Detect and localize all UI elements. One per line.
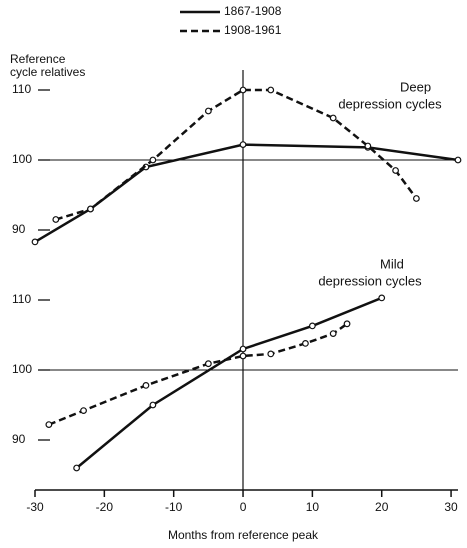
point bbox=[343, 320, 351, 328]
y-axis-label: cycle relatives bbox=[10, 65, 85, 79]
y-tick-label: 90 bbox=[12, 432, 26, 446]
point bbox=[204, 360, 212, 368]
series-line bbox=[48, 322, 348, 426]
annotation: depression cycles bbox=[318, 273, 422, 288]
point bbox=[302, 340, 309, 347]
x-tick-label: 0 bbox=[240, 500, 247, 514]
y-tick-label: 100 bbox=[12, 152, 32, 166]
point bbox=[142, 382, 150, 389]
point bbox=[239, 352, 247, 360]
annotation: depression cycles bbox=[338, 96, 442, 111]
point bbox=[329, 114, 337, 122]
annotation: Mild bbox=[380, 256, 404, 271]
x-tick-label: 10 bbox=[306, 500, 320, 514]
point bbox=[73, 464, 81, 472]
legend-label: 1908-1961 bbox=[224, 23, 282, 37]
y-tick-label: 110 bbox=[12, 292, 31, 306]
point bbox=[308, 322, 316, 330]
point bbox=[239, 141, 247, 149]
x-axis-label: Months from reference peak bbox=[168, 528, 319, 542]
x-tick-label: -10 bbox=[165, 500, 183, 514]
point bbox=[392, 167, 399, 174]
y-tick-label: 100 bbox=[12, 362, 32, 376]
y-tick-label: 90 bbox=[12, 222, 26, 236]
point bbox=[239, 86, 247, 94]
point bbox=[239, 345, 247, 353]
annotation: Deep bbox=[400, 79, 431, 94]
point bbox=[454, 156, 462, 164]
legend-label: 1867-1908 bbox=[224, 4, 282, 18]
point bbox=[267, 86, 275, 94]
point bbox=[45, 421, 53, 429]
point bbox=[149, 401, 157, 409]
point bbox=[80, 407, 87, 415]
point bbox=[52, 216, 60, 223]
y-axis-label: Reference bbox=[10, 52, 66, 66]
x-tick-label: 30 bbox=[444, 500, 458, 514]
point bbox=[329, 330, 337, 338]
series-line bbox=[34, 143, 459, 243]
x-tick-label: 20 bbox=[375, 500, 389, 514]
series-line bbox=[75, 296, 383, 469]
series-line bbox=[55, 88, 418, 221]
x-tick-label: -20 bbox=[96, 500, 114, 514]
point bbox=[149, 156, 157, 164]
point bbox=[87, 205, 94, 213]
point bbox=[378, 294, 386, 302]
y-tick-label: 110 bbox=[12, 82, 31, 96]
point bbox=[364, 142, 372, 150]
point bbox=[204, 107, 212, 115]
point bbox=[412, 195, 420, 202]
point bbox=[267, 350, 275, 358]
point bbox=[31, 238, 39, 246]
x-tick-label: -30 bbox=[26, 500, 44, 514]
